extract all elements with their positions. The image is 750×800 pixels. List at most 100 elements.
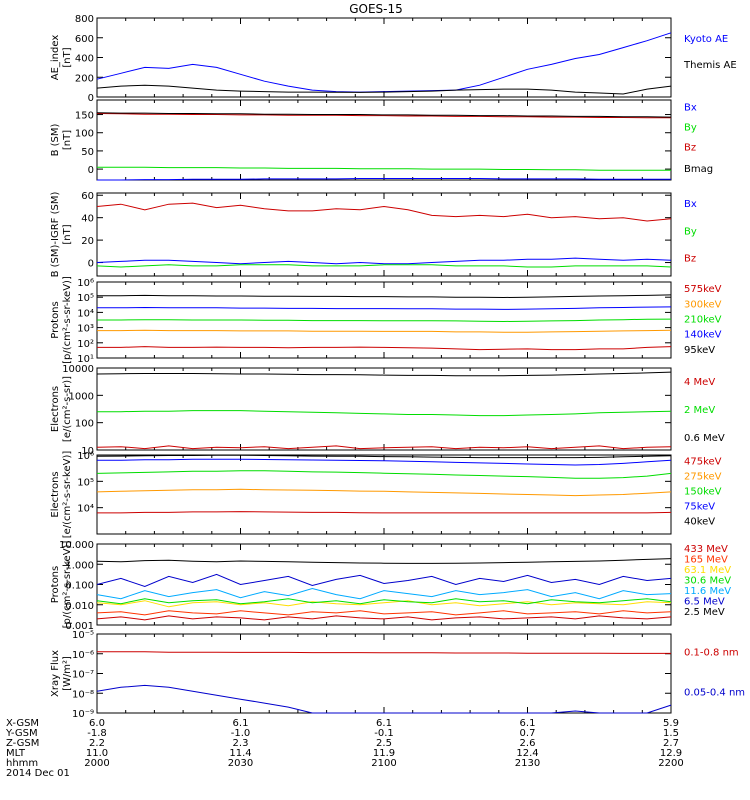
y-axis-units: [nT] <box>62 130 73 150</box>
y-tick-label: 50 <box>81 147 94 158</box>
series-line <box>96 600 672 608</box>
series-line <box>96 615 672 621</box>
y-tick-label: 1000 <box>69 391 94 402</box>
axis-row-value: 11.0 <box>86 748 108 759</box>
series-line <box>96 202 672 222</box>
axis-row-label: hhmm <box>6 758 38 769</box>
axis-row-label: X-GSM <box>6 718 39 729</box>
legend-label: By <box>684 122 697 133</box>
y-tick-label: 10⁴ <box>77 504 94 515</box>
axis-row-value: 2000 <box>84 758 109 769</box>
legend-label: Kyoto AE <box>684 34 728 45</box>
axis-row-value: 2200 <box>658 758 683 769</box>
legend-label: 40keV <box>684 517 715 528</box>
series-line <box>97 178 671 181</box>
series-line <box>96 113 671 119</box>
panel-frame <box>96 633 672 714</box>
panel-4: 10¹ 10² 10³ 10⁴ 10⁵ 10⁶ Protons [p/(cm²-s-sr-ke… <box>50 276 722 365</box>
series-line <box>96 264 672 268</box>
y-axis-label: Protons <box>50 566 61 603</box>
y-axis-units: [nT] <box>62 47 73 67</box>
legend-label: 2.5 MeV <box>684 607 725 618</box>
series-line <box>97 166 671 171</box>
y-tick-label: 10 <box>81 446 94 457</box>
axis-row-value: 2.6 <box>520 738 536 749</box>
axis-row-value: 5.9 <box>663 718 679 729</box>
legend-label: Bx <box>684 199 697 210</box>
legend-label: 275keV <box>684 472 722 483</box>
axis-row-value: 2.3 <box>233 738 249 749</box>
legend-label: 575keV <box>684 284 722 295</box>
y-tick-label: 60 <box>81 191 94 202</box>
legend-label: 2 MeV <box>684 405 715 416</box>
series-line <box>97 651 671 654</box>
panel-8: 10⁻⁹ 10⁻⁸ 10⁻⁷ 10⁻⁶ 10⁻⁵ Xray Flux [W/m²] 0.1-0… <box>50 630 745 720</box>
y-tick-label: 10⁻⁷ <box>72 670 94 681</box>
y-tick-label: 10⁻⁵ <box>72 630 94 641</box>
legend-label: Bz <box>684 254 696 265</box>
legend-label: Bz <box>684 142 696 153</box>
y-tick-label: 0.010 <box>65 601 94 612</box>
series-line <box>97 318 672 323</box>
legend-label: 63.1 MeV <box>684 565 731 576</box>
series-line <box>96 32 672 93</box>
axis-row-value: 6.1 <box>376 718 392 729</box>
axis-row-value: 1.5 <box>663 728 679 739</box>
series-line <box>97 410 672 417</box>
axis-row-label: MLT <box>6 748 26 759</box>
legend-label: 6.5 MeV <box>684 597 725 608</box>
y-tick-label: 10⁻⁸ <box>72 689 94 700</box>
axis-row-value: 11.9 <box>373 748 395 759</box>
y-tick-label: 1.000 <box>65 560 94 571</box>
axis-row-value: 11.4 <box>229 748 251 759</box>
y-axis-units: [p/(cm²-s-sr-keV)] <box>62 276 73 364</box>
y-tick-label: 10000 <box>62 364 94 375</box>
y-tick-label: 10.000 <box>59 540 94 551</box>
legend-label: 475keV <box>684 457 722 468</box>
series-line <box>96 112 672 118</box>
axis-row-value: 2100 <box>371 758 396 769</box>
y-axis-units: [e/(cm²-s-sr-keV)] <box>62 451 73 539</box>
y-tick-label: 20 <box>81 236 94 247</box>
y-tick-label: 400 <box>75 54 94 65</box>
series-line <box>96 454 672 459</box>
axis-row-value: -0.1 <box>374 728 394 739</box>
axis-row-label: Y-GSM <box>5 728 38 739</box>
panel-2: 0 50 100 150 B (SM) [nT] Bx By Bz Bmag <box>50 99 713 181</box>
axis-row-value: 6.1 <box>520 718 536 729</box>
legend-label: 0.6 MeV <box>684 433 725 444</box>
y-tick-label: 600 <box>75 34 94 45</box>
legend-label: 165 MeV <box>684 555 728 566</box>
legend-label: Bx <box>684 102 697 113</box>
y-axis-units: [W/m²] <box>62 656 73 691</box>
y-axis-units: [e/(cm²-s-sr)] <box>62 376 73 442</box>
series-line <box>97 458 672 466</box>
y-axis-label: Electrons <box>50 386 61 432</box>
y-axis-label: B (SM) <box>50 123 61 156</box>
series-line <box>97 294 672 299</box>
panel-1: 0 200 400 600 800 AE_index [nT] Kyoto AE Themis … <box>50 14 737 104</box>
axis-row-value: 2.7 <box>663 738 679 749</box>
y-tick-label: 0.100 <box>65 581 94 592</box>
axis-row-value: -1.0 <box>231 728 251 739</box>
legend-label: 433 MeV <box>684 544 728 555</box>
axis-row-value: 2130 <box>515 758 540 769</box>
series-line <box>96 257 672 265</box>
y-tick-label: 10⁶ <box>77 278 94 289</box>
legend-label: 75keV <box>684 502 715 513</box>
plot-title: GOES-15 <box>349 2 403 16</box>
series-line <box>96 488 672 497</box>
legend-label: 30.6 MeV <box>684 576 731 587</box>
series-line <box>96 573 672 588</box>
series-line <box>97 511 672 514</box>
y-tick-label: 10⁵ <box>77 477 94 488</box>
y-tick-label: 10³ <box>77 324 94 335</box>
y-tick-label: 150 <box>75 111 94 122</box>
legend-label: 300keV <box>684 299 722 310</box>
axis-row-value: -1.8 <box>87 728 107 739</box>
y-tick-label: 10⁴ <box>77 308 94 319</box>
y-axis-label: Protons <box>50 301 61 338</box>
y-tick-label: 10² <box>77 339 94 350</box>
